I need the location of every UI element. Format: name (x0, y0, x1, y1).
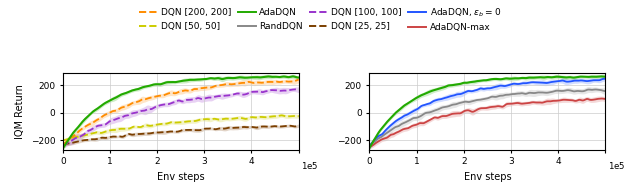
Legend: DQN [200, 200], DQN [50, 50], AdaDQN, RandDQN, DQN [100, 100], DQN [25, 25], Ada: DQN [200, 200], DQN [50, 50], AdaDQN, Ra… (138, 5, 502, 34)
X-axis label: Env steps: Env steps (463, 172, 511, 182)
Text: $\mathregular{1e5}$: $\mathregular{1e5}$ (607, 160, 625, 171)
X-axis label: Env steps: Env steps (157, 172, 205, 182)
Y-axis label: IQM Return: IQM Return (15, 84, 25, 139)
Text: $\mathregular{1e5}$: $\mathregular{1e5}$ (301, 160, 319, 171)
